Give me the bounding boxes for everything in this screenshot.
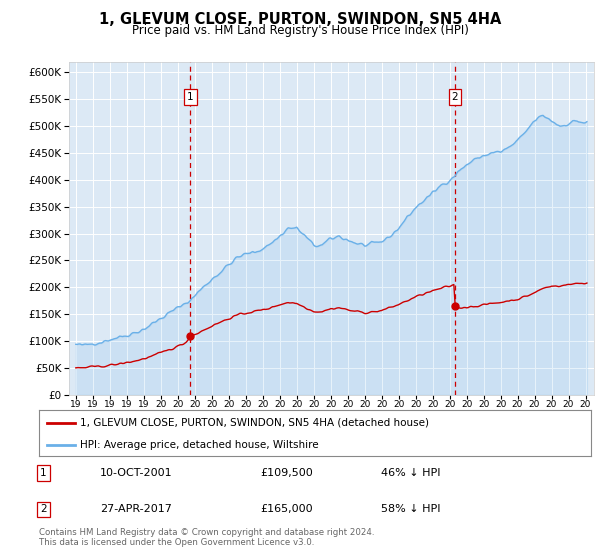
Text: 58% ↓ HPI: 58% ↓ HPI [381,505,441,515]
Text: 10-OCT-2001: 10-OCT-2001 [100,468,172,478]
Text: HPI: Average price, detached house, Wiltshire: HPI: Average price, detached house, Wilt… [80,440,319,450]
Text: Price paid vs. HM Land Registry's House Price Index (HPI): Price paid vs. HM Land Registry's House … [131,24,469,36]
Text: 27-APR-2017: 27-APR-2017 [100,505,172,515]
Text: 2: 2 [40,505,47,515]
Text: 2: 2 [452,92,458,101]
Text: 1, GLEVUM CLOSE, PURTON, SWINDON, SN5 4HA: 1, GLEVUM CLOSE, PURTON, SWINDON, SN5 4H… [99,12,501,27]
Text: 1: 1 [187,92,194,101]
Text: £109,500: £109,500 [260,468,313,478]
Text: 1, GLEVUM CLOSE, PURTON, SWINDON, SN5 4HA (detached house): 1, GLEVUM CLOSE, PURTON, SWINDON, SN5 4H… [80,418,430,428]
Text: 1: 1 [40,468,47,478]
Text: 46% ↓ HPI: 46% ↓ HPI [381,468,441,478]
Text: £165,000: £165,000 [260,505,313,515]
Text: Contains HM Land Registry data © Crown copyright and database right 2024.
This d: Contains HM Land Registry data © Crown c… [39,528,374,547]
